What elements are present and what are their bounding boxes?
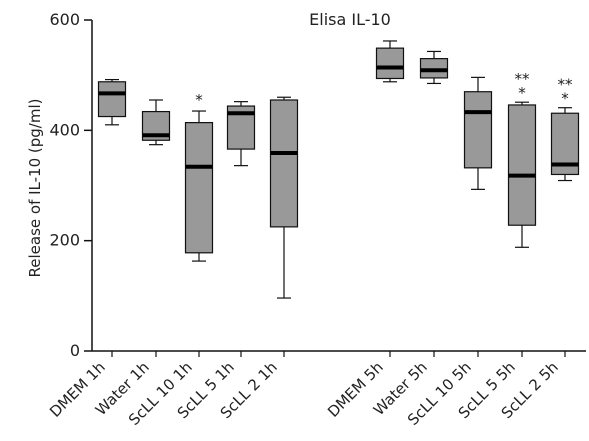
- y-axis-tick-label: 400: [49, 120, 80, 139]
- iqr-box: [184, 122, 214, 254]
- y-axis-tick-label: 200: [49, 231, 80, 250]
- box-plot-group: DMEM 5h: [324, 40, 405, 421]
- iqr-box: [375, 47, 405, 80]
- iqr-box: [97, 81, 127, 118]
- y-axis-label: Release of IL-10 (pg/ml): [26, 99, 44, 278]
- significance-marker-top: **: [515, 70, 531, 88]
- significance-marker-top: **: [558, 76, 574, 94]
- significance-marker-bottom: *: [561, 90, 569, 108]
- box-plot-group: Water 5h: [370, 50, 449, 419]
- significance-marker-bottom: *: [518, 84, 526, 102]
- y-axis-tick-label: 600: [49, 10, 80, 29]
- iqr-box: [507, 104, 537, 226]
- chart-title: Elisa IL-10: [309, 10, 391, 29]
- y-axis-tick-label: 0: [70, 341, 80, 360]
- iqr-box: [269, 99, 299, 228]
- iqr-box: [463, 91, 493, 169]
- significance-marker: *: [195, 91, 203, 109]
